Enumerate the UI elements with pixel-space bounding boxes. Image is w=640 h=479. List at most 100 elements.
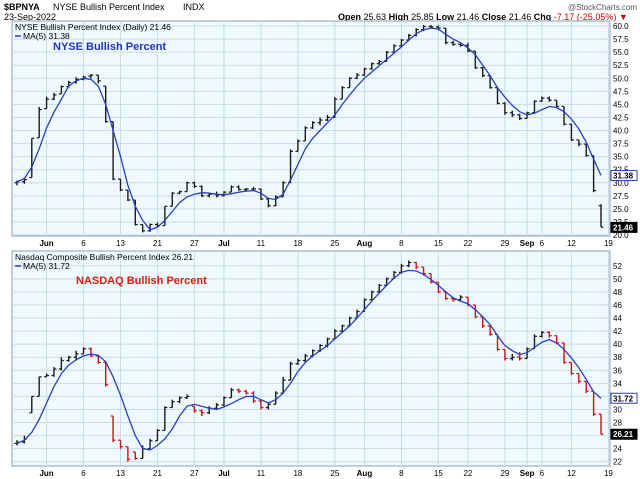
- high-label: High: [388, 12, 409, 22]
- ohlc-bar: [361, 67, 367, 77]
- ohlc-bar: [228, 387, 234, 399]
- x-tick-label: 12: [567, 239, 576, 248]
- ohlc-bar: [51, 92, 57, 101]
- x-tick-label: 6: [540, 469, 545, 478]
- ohlc-bar: [369, 62, 375, 70]
- ohlc-bar: [147, 438, 153, 450]
- ohlc-bar: [184, 181, 190, 193]
- ohlc-bar: [561, 342, 567, 364]
- x-tick-label: 6: [81, 239, 86, 248]
- y-tick-label: 40: [613, 340, 622, 349]
- y-tick-label: 35.0: [613, 153, 629, 162]
- x-tick-label: 11: [257, 239, 266, 248]
- ohlc-bar: [561, 105, 567, 126]
- y-tick-label: 44: [613, 314, 622, 323]
- y-tick-label: 30: [613, 405, 622, 414]
- ohlc-bar: [44, 373, 50, 378]
- ohlc-bar: [29, 137, 35, 179]
- ohlc-bar: [117, 178, 123, 192]
- x-tick-label: Jun: [39, 239, 53, 248]
- ohlc-bar: [88, 74, 94, 79]
- open-value: 25.63: [363, 12, 387, 22]
- ohlc-bar: [273, 391, 279, 405]
- ohlc-bar: [554, 99, 560, 109]
- y-tick-label: 50: [613, 275, 622, 284]
- x-tick-label: 27: [190, 469, 199, 478]
- ohlc-bar: [576, 372, 582, 384]
- ohlc-bar: [125, 189, 131, 202]
- ohlc-bar: [44, 96, 50, 110]
- ohlc-bar: [184, 394, 190, 400]
- ohlc-bar: [317, 117, 323, 126]
- ohlc-bar: [199, 409, 205, 417]
- x-tick-label: 6: [540, 239, 545, 248]
- x-tick-label: Aug: [357, 469, 373, 478]
- ohlc-bar: [568, 123, 574, 141]
- index-name: NYSE Bullish Percent Index: [53, 2, 165, 12]
- x-tick-label: 22: [463, 239, 472, 248]
- x-tick-label: 13: [116, 469, 125, 478]
- ohlc-summary: Open 25.63 High 25.85 Low 21.46 Close 21…: [338, 12, 628, 22]
- chart-date: 23-Sep-2022: [4, 12, 57, 22]
- x-tick-label: 15: [434, 469, 443, 478]
- legend-ma: MA(5) 31.72: [23, 261, 70, 271]
- ohlc-bar: [376, 59, 382, 65]
- ohlc-bar: [162, 205, 168, 227]
- ohlc-bar: [206, 193, 212, 198]
- x-tick-label: 8: [399, 469, 404, 478]
- ohlc-bar: [583, 380, 589, 394]
- ohlc-bar: [369, 290, 375, 301]
- ohlc-bar: [51, 367, 57, 377]
- ohlc-bar: [576, 139, 582, 147]
- watermark: @StockCharts.com: [568, 3, 638, 12]
- ohlc-bar: [406, 260, 412, 268]
- y-tick-label: 37.5: [613, 140, 629, 149]
- ohlc-bar: [58, 357, 64, 371]
- ma-line: [16, 27, 602, 231]
- y-tick-label: 47.5: [613, 87, 629, 96]
- ohlc-bar: [258, 399, 264, 410]
- x-tick-label: 25: [330, 239, 339, 248]
- legend-series: NYSE Bullish Percent Index (Daily) 21.46: [15, 22, 171, 32]
- ohlc-bar: [228, 185, 234, 193]
- y-tick-label: 30.0: [613, 179, 629, 188]
- ohlc-bar: [450, 40, 456, 46]
- y-tick-label: 25.0: [613, 205, 629, 214]
- panel-1: 20.022.525.027.530.032.535.037.540.042.5…: [11, 20, 638, 248]
- ma-line: [16, 269, 602, 451]
- ohlc-bar: [376, 284, 382, 294]
- ohlc-bar: [502, 348, 508, 361]
- ohlc-bar: [539, 96, 545, 102]
- ohlc-bar: [81, 347, 87, 355]
- ohlc-bar: [302, 126, 308, 142]
- ohlc-bar: [177, 190, 183, 195]
- y-tick-label: 52: [613, 262, 622, 271]
- ohlc-bar: [191, 405, 197, 413]
- exchange-label: INDX: [183, 2, 205, 12]
- chg-value: -7.17 (-25.05%): [553, 12, 617, 22]
- x-tick-label: Sep: [520, 239, 535, 248]
- last-value-label: 26.21: [613, 430, 634, 439]
- ohlc-bar: [413, 261, 419, 270]
- last-value-label: 31.38: [613, 172, 634, 181]
- ohlc-bar: [339, 86, 345, 100]
- ohlc-bar: [598, 413, 604, 435]
- ohlc-bar: [310, 121, 316, 129]
- ohlc-bar: [236, 388, 242, 394]
- x-tick-label: 8: [399, 239, 404, 248]
- ohlc-bar: [29, 395, 35, 414]
- last-value-label: 31.72: [613, 394, 634, 403]
- y-tick-label: 60.0: [613, 22, 629, 31]
- ohlc-bar: [258, 188, 264, 200]
- y-tick-label: 50.0: [613, 74, 629, 83]
- ohlc-bar: [265, 402, 271, 410]
- low-label: Low: [436, 12, 455, 22]
- ohlc-bar: [110, 415, 116, 443]
- x-tick-label: 18: [293, 469, 302, 478]
- x-tick-label: 13: [116, 239, 125, 248]
- x-tick-label: 29: [500, 469, 509, 478]
- ohlc-bar: [339, 324, 345, 333]
- y-tick-label: 46: [613, 301, 622, 310]
- x-tick-label: 19: [604, 469, 613, 478]
